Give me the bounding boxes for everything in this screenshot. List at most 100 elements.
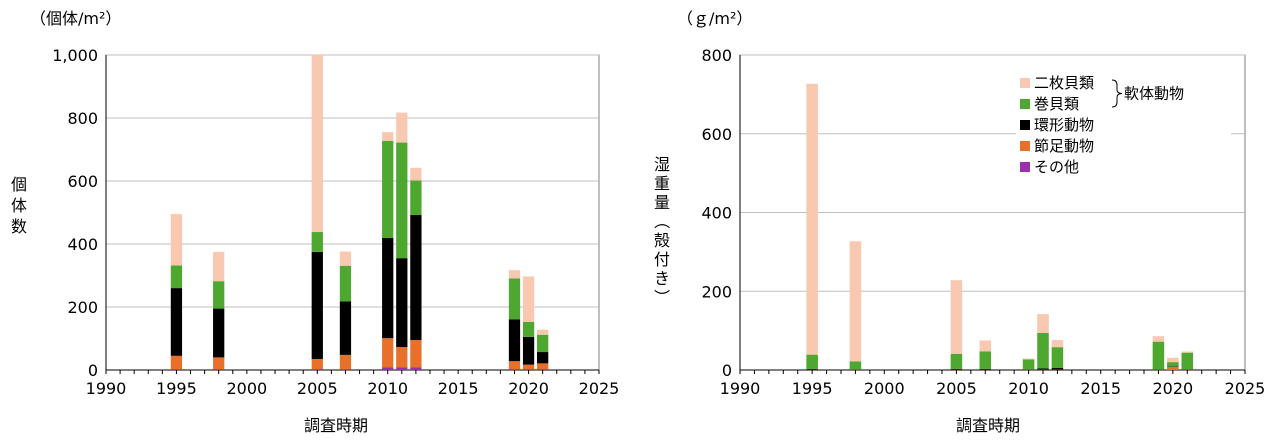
left-bar-segment [339,251,352,266]
left-y-tick-label: 400 [67,235,98,254]
left-x-tick-label: 2025 [579,379,620,398]
left-bar-segment [311,358,323,370]
right-bar-segment [849,241,862,362]
left-y-axis-label-char: 体 [11,196,27,215]
left-bar-segment [508,319,521,362]
left-y-tick-label: 200 [67,298,98,317]
left-bar-segment [508,270,521,279]
legend-swatch [1020,99,1030,109]
left-bar-segment [537,334,549,353]
right-x-tick-label: 2020 [1152,379,1193,398]
left-bar-segment [382,338,394,368]
right-y-axis-label-char: 殻 [654,231,670,250]
left-bar-segment [170,355,183,370]
right-bar-segment [979,340,992,352]
legend-swatch [1020,78,1030,88]
right-y-axis-label-char: （ [652,213,671,229]
left-bar-segment [410,367,422,370]
right-bar-segment [1022,359,1035,370]
right-x-axis-label: 調査時期 [956,416,1020,435]
right-bar-segment [1181,351,1194,353]
right-bar-segment [950,353,963,369]
right-bar-segment [1167,366,1179,370]
left-bar-segment [339,301,352,355]
legend-bracket [1111,79,1123,108]
left-bar-segment [213,251,225,282]
left-bar-segment [311,55,323,233]
right-x-tick-label: 1990 [720,379,761,398]
left-bar-segment [382,367,394,370]
right-bar-segment [1051,340,1064,348]
left-unit-label: （個体/m²） [30,9,121,28]
right-y-tick-label: 200 [701,282,732,301]
left-bar-segment [410,215,422,341]
right-y-axis-label: 湿重量（ 殻付き） [652,155,671,305]
legend-entry-label: 巻貝類 [1034,95,1079,113]
left-y-tick-label: 0 [88,361,98,380]
left-bar-segment [170,288,183,356]
right-bar-segment [1152,341,1165,370]
left-bar-segment [213,357,225,370]
right-x-tick-label: 2015 [1080,379,1121,398]
left-bar-segment [339,354,352,370]
left-bar-segment [508,278,521,320]
right-y-tick-label: 0 [722,361,732,380]
right-bar-segment [979,368,992,370]
right-x-tick-label: 2000 [864,379,905,398]
right-bar-segment [979,351,992,369]
right-bar-segment [1167,362,1179,367]
right-y-tick-label: 400 [701,204,732,223]
left-y-axis-label-char: 個 [11,175,27,194]
left-bar-segment [213,308,225,358]
left-x-tick-label: 2020 [508,379,549,398]
legend-swatch [1020,141,1030,151]
left-x-axis-label: 調査時期 [304,416,368,435]
right-bar-segment [1037,314,1049,333]
left-bar-segment [522,364,535,370]
left-bar-segment [410,167,422,181]
right-y-axis-label-char: き [654,269,670,288]
left-bar-segment [382,132,394,141]
right-bar-segment [950,368,963,370]
left-y-axis-label-char: 数 [11,217,27,236]
left-bar-segment [396,347,408,368]
left-x-tick-label: 1995 [156,379,197,398]
left-bar-segment [213,281,225,309]
right-y-axis-label-char: 重 [654,174,670,193]
left-bar-segment [382,140,394,239]
right-bar-segment [806,83,818,355]
legend-entry-label: 節足動物 [1034,137,1094,155]
right-y-axis-label-char: 湿 [654,155,670,174]
right-x-tick-label: 2005 [936,379,977,398]
left-bar-segment [522,336,535,365]
legend-swatch [1020,120,1030,130]
left-bar-segment [537,363,549,370]
left-y-axis-label: 個体数 [11,175,27,236]
legend-background [1016,76,1231,194]
left-bar-segment [213,369,225,370]
right-y-axis-label-char: 量 [654,193,670,212]
left-bar-segment [508,369,521,370]
right-bar-segment [806,368,818,370]
right-bar-segment [1051,368,1064,370]
legend-entry-label: その他 [1034,158,1079,176]
right-bar-segment [1051,347,1064,369]
right-x-tick-label: 2025 [1225,379,1266,398]
right-x-tick-label: 2010 [1008,379,1049,398]
left-x-tick-label: 2000 [226,379,267,398]
left-bar-segment [396,258,408,348]
left-bar-segment [522,276,535,322]
right-x-tick-label: 1995 [792,379,833,398]
right-bar-segment [950,280,963,354]
right-y-tick-label: 800 [701,46,732,65]
left-bar-segment [311,369,323,370]
right-bar-segment [1152,336,1165,342]
right-y-axis-label-char: ） [652,289,671,305]
left-bar-segment [522,369,535,370]
right-bar-segment [849,361,862,370]
left-bar-segment [537,352,549,364]
left-bar-segment [339,265,352,302]
left-x-tick-label: 2015 [438,379,479,398]
left-bar-segment [508,361,521,370]
